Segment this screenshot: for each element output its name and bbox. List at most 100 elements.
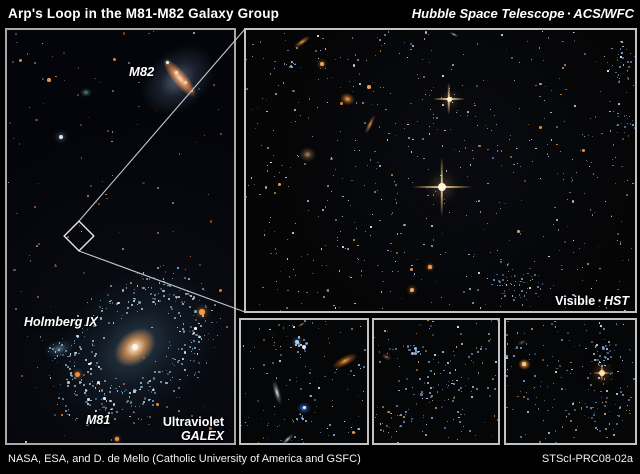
star [94, 353, 97, 356]
star [308, 395, 311, 397]
star [506, 333, 508, 336]
star [327, 101, 328, 103]
star [565, 409, 567, 411]
star [173, 316, 176, 319]
star [390, 250, 392, 253]
star [111, 412, 114, 414]
star [144, 397, 147, 400]
star [459, 420, 462, 423]
star [448, 380, 450, 382]
star [506, 357, 508, 359]
star [182, 323, 185, 325]
star [204, 320, 206, 322]
star [496, 144, 499, 147]
star [448, 303, 451, 306]
star [473, 157, 475, 159]
star [38, 242, 41, 245]
star [511, 365, 512, 367]
star [492, 157, 494, 159]
star [528, 140, 530, 142]
star [261, 98, 264, 100]
star [534, 274, 536, 276]
star [583, 135, 585, 137]
star [317, 35, 319, 37]
star [294, 274, 296, 276]
star [581, 133, 584, 136]
star [534, 353, 536, 355]
star [192, 329, 195, 332]
star [628, 116, 630, 118]
galaxy-blob [337, 90, 357, 108]
star [599, 332, 601, 334]
star [441, 406, 443, 409]
star [351, 91, 353, 93]
star [79, 345, 82, 349]
star [564, 388, 566, 390]
star [114, 418, 116, 420]
star [171, 377, 173, 378]
star [302, 441, 304, 443]
star [581, 407, 583, 409]
star [428, 169, 430, 170]
star [566, 332, 569, 335]
star [476, 43, 478, 45]
star [628, 399, 630, 401]
star [467, 111, 469, 113]
star [482, 79, 485, 82]
star [543, 345, 545, 347]
star [135, 389, 137, 391]
star [446, 170, 448, 172]
star [53, 385, 55, 387]
star [395, 184, 398, 187]
star [371, 81, 374, 83]
star [298, 344, 301, 347]
star [79, 224, 81, 226]
star [615, 343, 618, 346]
star [449, 372, 452, 375]
label-m82: M82 [129, 64, 155, 79]
star [564, 241, 566, 244]
star [452, 63, 455, 66]
star [439, 372, 441, 374]
star [535, 292, 537, 295]
star [169, 379, 172, 381]
star [35, 245, 38, 247]
star [379, 50, 382, 52]
star [382, 307, 384, 309]
star [597, 377, 600, 379]
star [283, 418, 285, 420]
star [350, 205, 352, 207]
star [418, 78, 420, 79]
star [472, 255, 475, 258]
star [273, 175, 275, 177]
star [591, 360, 593, 363]
star [560, 387, 563, 390]
star [279, 171, 281, 173]
star [288, 276, 291, 278]
star [8, 122, 11, 125]
star [333, 175, 335, 177]
star [432, 333, 434, 336]
star [112, 403, 116, 407]
star [403, 127, 406, 130]
star [41, 42, 44, 45]
label-holmberg-ix: Holmberg IX [24, 315, 98, 329]
star [336, 245, 339, 248]
star [480, 348, 483, 351]
star [403, 251, 405, 254]
star [324, 375, 326, 378]
star [324, 67, 326, 69]
star [481, 361, 484, 364]
star [362, 101, 365, 104]
star [74, 377, 76, 379]
star [126, 401, 129, 404]
star [621, 165, 623, 168]
star [340, 331, 342, 333]
star [460, 376, 463, 379]
star [563, 172, 565, 174]
star [152, 297, 154, 299]
star [500, 150, 503, 152]
star [336, 240, 339, 242]
star [109, 387, 112, 389]
star [171, 362, 174, 365]
